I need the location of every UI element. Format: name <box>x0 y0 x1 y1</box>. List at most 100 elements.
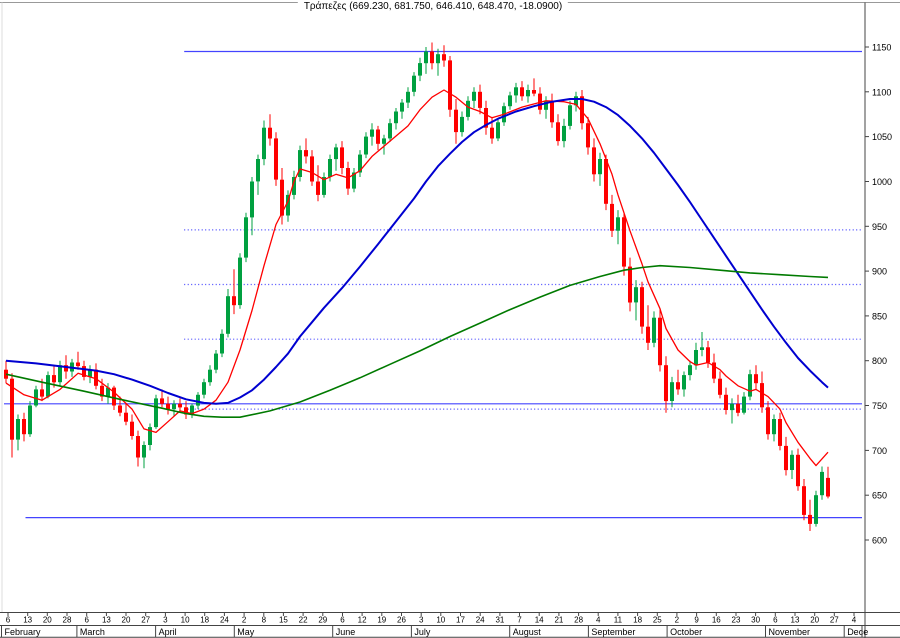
date-label: 3 <box>419 616 424 625</box>
y-axis-label: 850 <box>872 311 887 321</box>
candle-up <box>694 350 698 366</box>
candle-up <box>616 217 620 231</box>
candle-down <box>178 403 182 408</box>
date-label: 10 <box>181 616 190 625</box>
candle-up <box>142 445 146 458</box>
candle-up <box>742 396 746 413</box>
date-label: 20 <box>810 616 819 625</box>
candle-down <box>628 266 632 303</box>
candle-down <box>76 362 80 367</box>
date-label: 13 <box>23 616 32 625</box>
candle-down <box>718 378 722 395</box>
candle-down <box>658 317 662 366</box>
y-axis-label: 1050 <box>872 132 892 142</box>
date-label: 17 <box>456 616 465 625</box>
candle-down <box>316 181 320 195</box>
date-label: 31 <box>495 616 504 625</box>
candle-down <box>802 486 806 515</box>
candle-down <box>712 362 716 379</box>
candle-up <box>202 382 206 395</box>
candle-up <box>208 369 212 383</box>
candle-down <box>622 217 626 267</box>
candle-up <box>748 374 752 397</box>
candle-up <box>562 125 566 142</box>
date-label: 3 <box>163 616 168 625</box>
candle-down <box>22 419 26 435</box>
candle-up <box>382 138 386 144</box>
candle-up <box>670 382 674 401</box>
candle-up <box>730 403 734 411</box>
candle-down <box>184 407 188 415</box>
candle-down <box>766 407 770 435</box>
candle-up <box>286 194 290 216</box>
date-label: 13 <box>102 616 111 625</box>
candle-up <box>328 159 332 177</box>
date-label: 18 <box>200 616 209 625</box>
candle-up <box>58 365 62 383</box>
date-label: 6 <box>340 616 345 625</box>
date-label: 6 <box>84 616 89 625</box>
candle-up <box>154 398 158 428</box>
candle-down <box>82 366 86 377</box>
candle-down <box>490 127 494 139</box>
month-label: October <box>670 627 702 637</box>
candle-down <box>484 108 488 128</box>
ma-slow-line <box>5 264 829 419</box>
candle-up <box>700 347 704 350</box>
candle-down <box>754 374 758 384</box>
candle-down <box>586 123 590 148</box>
month-label: September <box>591 627 635 637</box>
candle-down <box>706 347 710 363</box>
candle-down <box>130 421 134 436</box>
candle-down <box>676 382 680 390</box>
y-axis-label: 1000 <box>872 177 892 187</box>
date-label: 10 <box>436 616 445 625</box>
date-label: 6 <box>773 616 778 625</box>
date-label: 27 <box>830 616 839 625</box>
candle-up <box>256 159 260 182</box>
candle-up <box>88 369 92 377</box>
date-label: 12 <box>358 616 367 625</box>
candle-down <box>826 477 830 497</box>
date-label: 8 <box>262 616 267 625</box>
date-label: 22 <box>299 616 308 625</box>
candle-up <box>244 217 248 258</box>
month-label: March <box>80 627 105 637</box>
candle-down <box>478 91 482 108</box>
month-label: May <box>237 627 255 637</box>
candle-up <box>406 91 410 103</box>
candle-up <box>634 287 638 303</box>
candle-up <box>334 147 338 160</box>
month-label: July <box>414 627 431 637</box>
candle-up <box>292 177 296 195</box>
candle-up <box>574 96 578 106</box>
candle-up <box>220 333 224 354</box>
date-label: 15 <box>279 616 288 625</box>
date-label: 28 <box>574 616 583 625</box>
date-label: 23 <box>732 616 741 625</box>
candle-up <box>820 471 824 496</box>
date-label: 21 <box>554 616 563 625</box>
candle-down <box>310 156 314 182</box>
candle-up <box>400 102 404 112</box>
y-axis-label: 1100 <box>872 87 891 97</box>
candle-down <box>442 54 446 61</box>
candle-down <box>94 369 98 386</box>
candle-down <box>604 159 608 204</box>
candle-down <box>808 514 812 524</box>
candle-down <box>136 436 140 458</box>
date-label: 16 <box>712 616 721 625</box>
candle-up <box>262 127 266 160</box>
candles-layer <box>4 42 830 531</box>
date-label: 24 <box>476 616 485 625</box>
date-label: 27 <box>141 616 150 625</box>
candle-down <box>538 93 542 110</box>
candle-down <box>784 445 788 471</box>
candle-down <box>520 87 524 97</box>
candle-down <box>274 138 278 180</box>
ma-mid-line <box>5 98 829 405</box>
candle-up <box>394 111 398 124</box>
levels-layer <box>4 50 862 519</box>
